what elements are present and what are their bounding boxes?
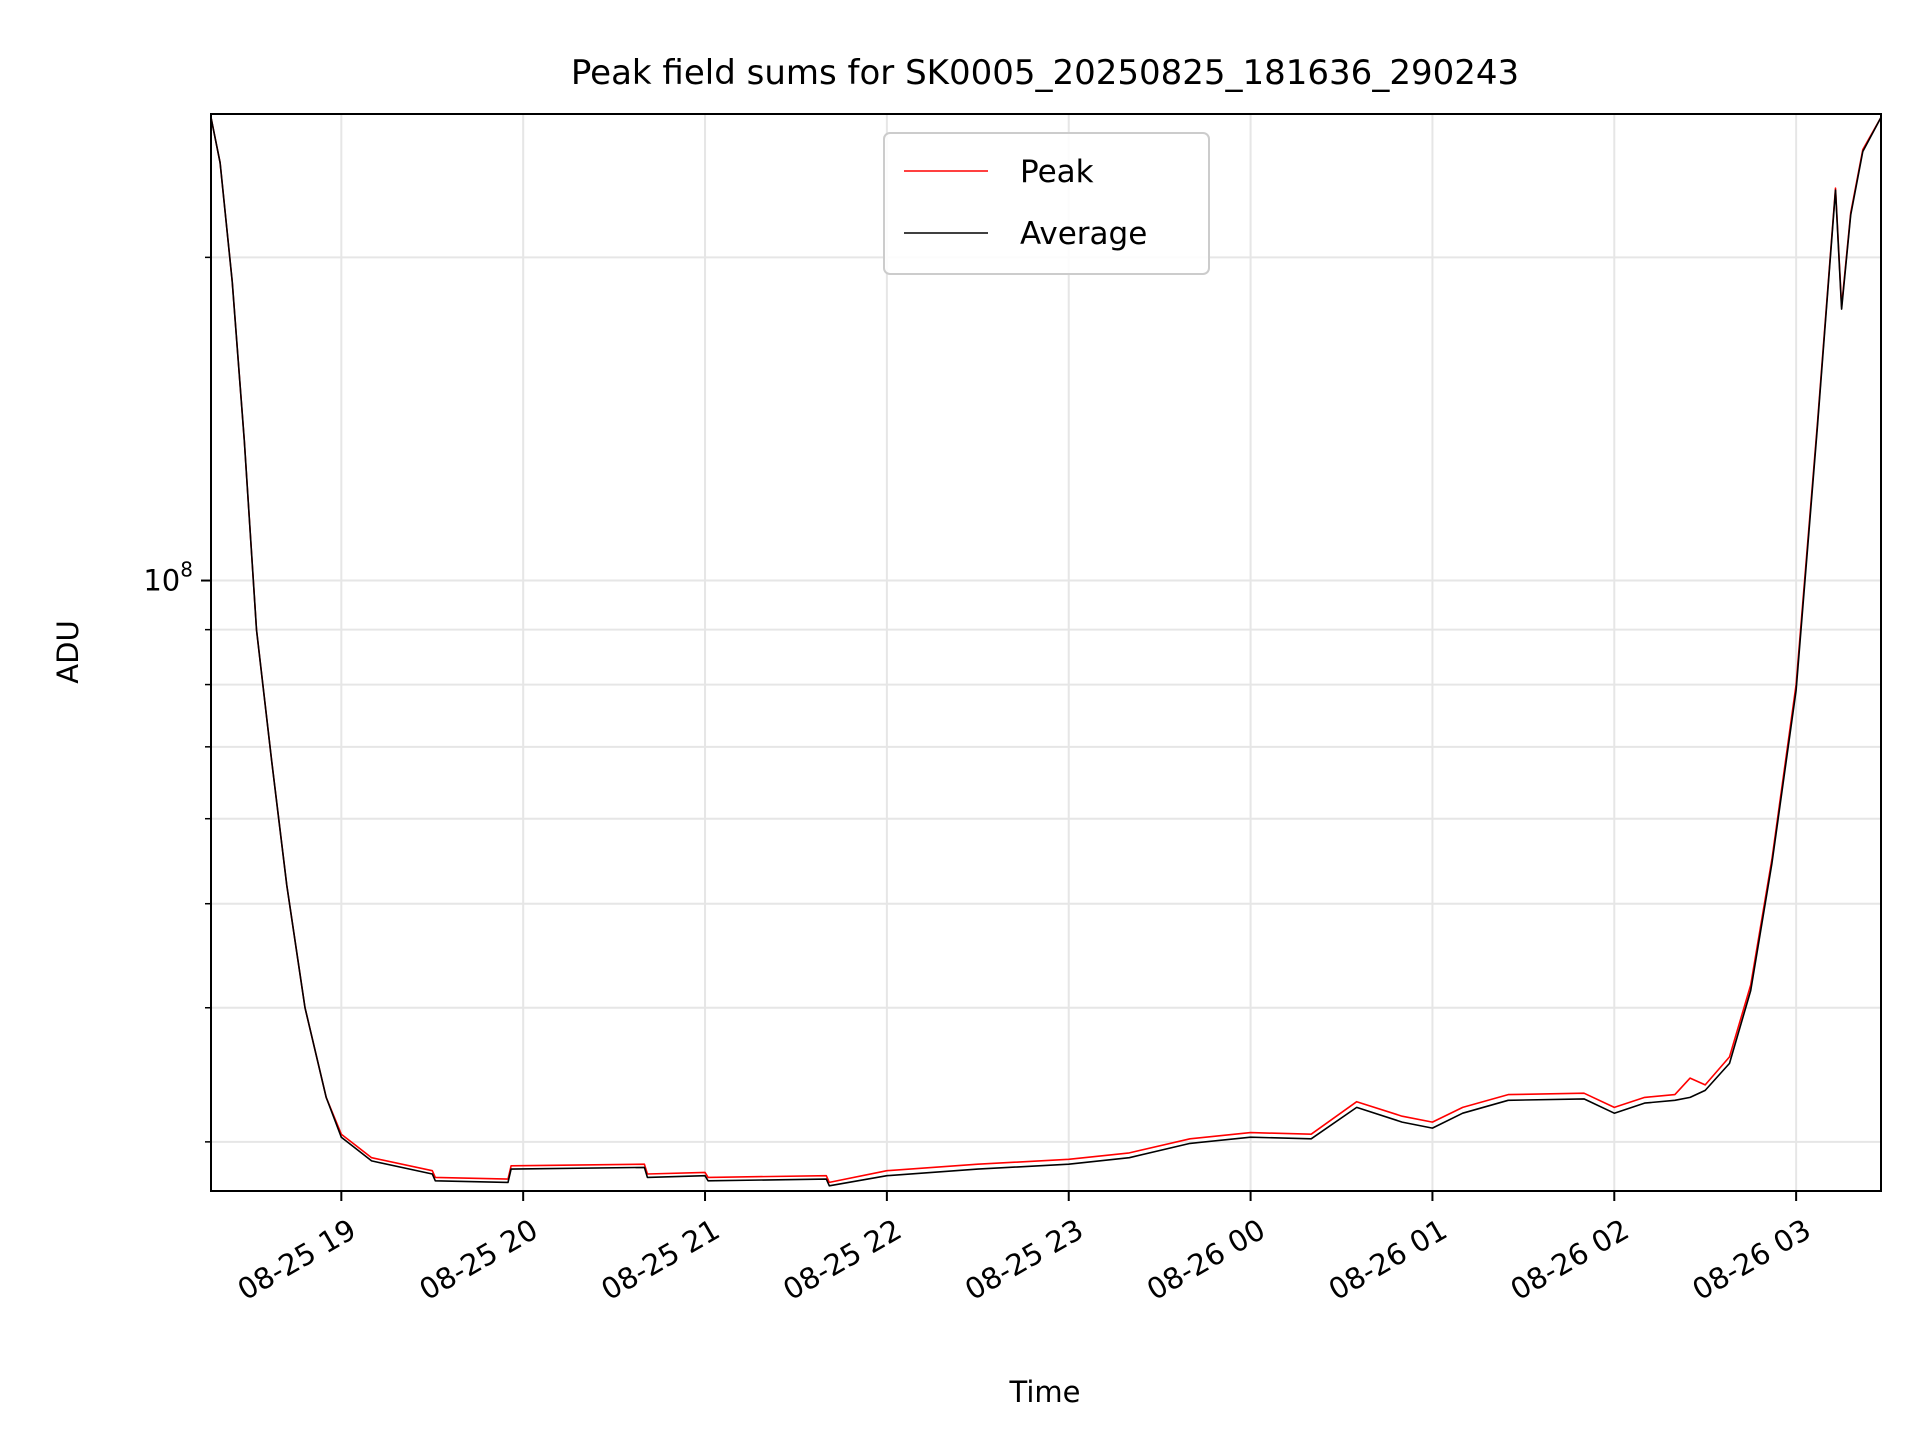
y-tick-label: 108 [143, 558, 193, 598]
plot-frame [210, 113, 1882, 1192]
y-axis: 108 [143, 256, 211, 1143]
legend-label: Peak [1020, 154, 1094, 190]
legend-box [883, 132, 1210, 275]
y-axis-label: ADU [51, 620, 85, 683]
series-line-average [210, 117, 1882, 1187]
legend-label: Average [1020, 216, 1147, 252]
grid-lines [211, 114, 1881, 1191]
chart-title: Peak field sums for SK0005_20250825_1816… [571, 53, 1519, 93]
plot-lines [210, 117, 1882, 1187]
x-axis-label: Time [1009, 1375, 1081, 1409]
legend: Peak Average [883, 132, 1210, 275]
